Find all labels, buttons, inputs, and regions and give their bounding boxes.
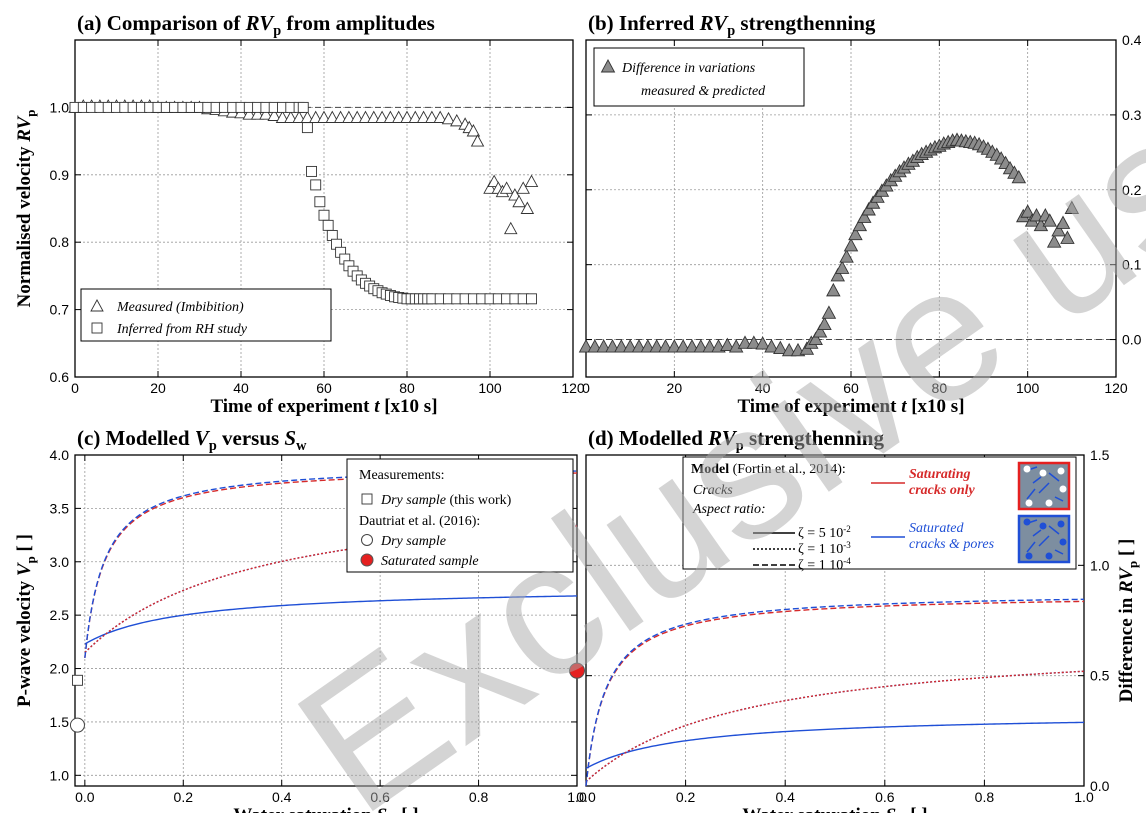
pore-2: [1058, 468, 1065, 475]
y-tick-label: 0.5: [1090, 668, 1110, 684]
data-point-1: [526, 176, 538, 187]
data-point-1: [72, 675, 82, 685]
data-point-1: [472, 135, 484, 146]
data-point-2: [527, 294, 537, 304]
panel-title: (b) Inferred RVp strengthenning: [588, 11, 876, 39]
y-tick-label: 2.5: [50, 607, 70, 623]
legend-marker-2: [92, 323, 102, 333]
x-axis-label: Water saturation Sw [ ]: [742, 805, 927, 813]
y-tick-label: 3.5: [50, 500, 70, 516]
legend-heading-1: Measurements:: [359, 468, 445, 483]
pore-5: [1046, 500, 1053, 507]
legend: Difference in variations measured & predi…: [594, 48, 804, 106]
legend-marker-2: [362, 535, 373, 546]
data-point-2: [307, 166, 317, 176]
x-tick-label: 60: [316, 380, 332, 396]
cracks-and-pores-icon: [1019, 516, 1069, 562]
x-tick-label: 100: [478, 380, 502, 396]
cracks-only-icon: [1019, 463, 1069, 509]
data-point-2: [323, 220, 333, 230]
x-axis-label: Time of experiment t [x10 s]: [210, 396, 437, 417]
data-point-1: [845, 239, 858, 251]
panel-title: (a) Comparison of RVp from amplitudes: [77, 11, 435, 39]
y-axis-label: Normalised velocity RVp: [14, 110, 38, 308]
legend-zeta-3: ζ = 1 10-4: [798, 556, 851, 573]
y-tick-label: 0.4: [1122, 32, 1142, 48]
legend-marker-3: [361, 554, 373, 566]
legend-heading-2: Dautriat et al. (2016):: [359, 514, 480, 529]
y-tick-label: 1.5: [1090, 447, 1110, 463]
data-point-2: [319, 210, 329, 220]
y-tick-label: 1.5: [50, 714, 70, 730]
x-tick-label: 0.0: [576, 789, 596, 805]
legend-blue-label-2: cracks & pores: [909, 537, 995, 552]
x-tick-label: 40: [233, 380, 249, 396]
pore-5: [1046, 553, 1053, 560]
x-tick-label: 0.2: [174, 789, 194, 805]
data-point-2: [315, 197, 325, 207]
data-point-2: [311, 180, 321, 190]
legend-label-1: Measured (Imbibition): [116, 300, 244, 315]
pore-1: [1024, 519, 1031, 526]
x-tick-label: 0.2: [676, 789, 696, 805]
pore-4: [1026, 553, 1033, 560]
legend-red-label-2: cracks only: [909, 483, 976, 498]
legend-label-2: Inferred from RH study: [116, 322, 248, 337]
panel-title: (c) Modelled Vp versus Sw: [77, 426, 307, 454]
y-tick-label: 0.0: [1090, 778, 1110, 794]
y-tick-label: 0.8: [50, 234, 70, 250]
pore-3: [1060, 486, 1067, 493]
y-tick-label: 0.6: [50, 369, 70, 385]
x-tick-label: 20: [150, 380, 166, 396]
y-tick-label: 0.9: [50, 167, 70, 183]
legend-label-2: Dry sample: [380, 534, 446, 549]
x-tick-label: 0.4: [775, 789, 795, 805]
y-tick-label: 1.0: [50, 767, 70, 783]
legend-marker-1: [362, 494, 372, 504]
pore-6: [1040, 470, 1047, 477]
model-curve-2: [586, 671, 1084, 781]
y-tick-label: 0.7: [50, 302, 70, 318]
data-point-2: [302, 123, 312, 133]
x-tick-label: 120: [1104, 380, 1128, 396]
pore-2: [1058, 521, 1065, 528]
y-axis-label: Difference in RVp [ ]: [1116, 539, 1140, 703]
data-point-2: [70, 718, 84, 732]
y-tick-label: 3.0: [50, 554, 70, 570]
x-tick-label: 0.6: [875, 789, 895, 805]
legend: Measured (Imbibition) Inferred from RH st…: [81, 289, 331, 341]
x-tick-label: 0.0: [75, 789, 95, 805]
legend-blue-label-1: Saturated: [909, 521, 964, 536]
y-axis-label: P-wave velocity Vp [ ]: [14, 534, 38, 707]
x-tick-label: 80: [399, 380, 415, 396]
x-tick-label: 0.8: [975, 789, 995, 805]
legend-label-1b: measured & predicted: [641, 84, 766, 99]
pore-1: [1024, 466, 1031, 473]
y-tick-label: 4.0: [50, 447, 70, 463]
model-curve-3: [586, 671, 1084, 781]
pore-6: [1040, 523, 1047, 530]
model-curve-1: [586, 722, 1084, 768]
y-tick-label: 1.0: [50, 99, 70, 115]
y-tick-label: 1.0: [1090, 557, 1110, 573]
y-tick-label: 2.0: [50, 661, 70, 677]
data-point-1: [505, 223, 517, 234]
data-point-2: [298, 102, 308, 112]
pore-4: [1026, 500, 1033, 507]
x-tick-label: 0.4: [272, 789, 292, 805]
legend-label-1: Dry sample (this work): [380, 493, 512, 508]
x-tick-label: 0: [582, 380, 590, 396]
legend-label-1a: Difference in variations: [621, 61, 756, 76]
pore-3: [1060, 539, 1067, 546]
x-tick-label: 0: [71, 380, 79, 396]
